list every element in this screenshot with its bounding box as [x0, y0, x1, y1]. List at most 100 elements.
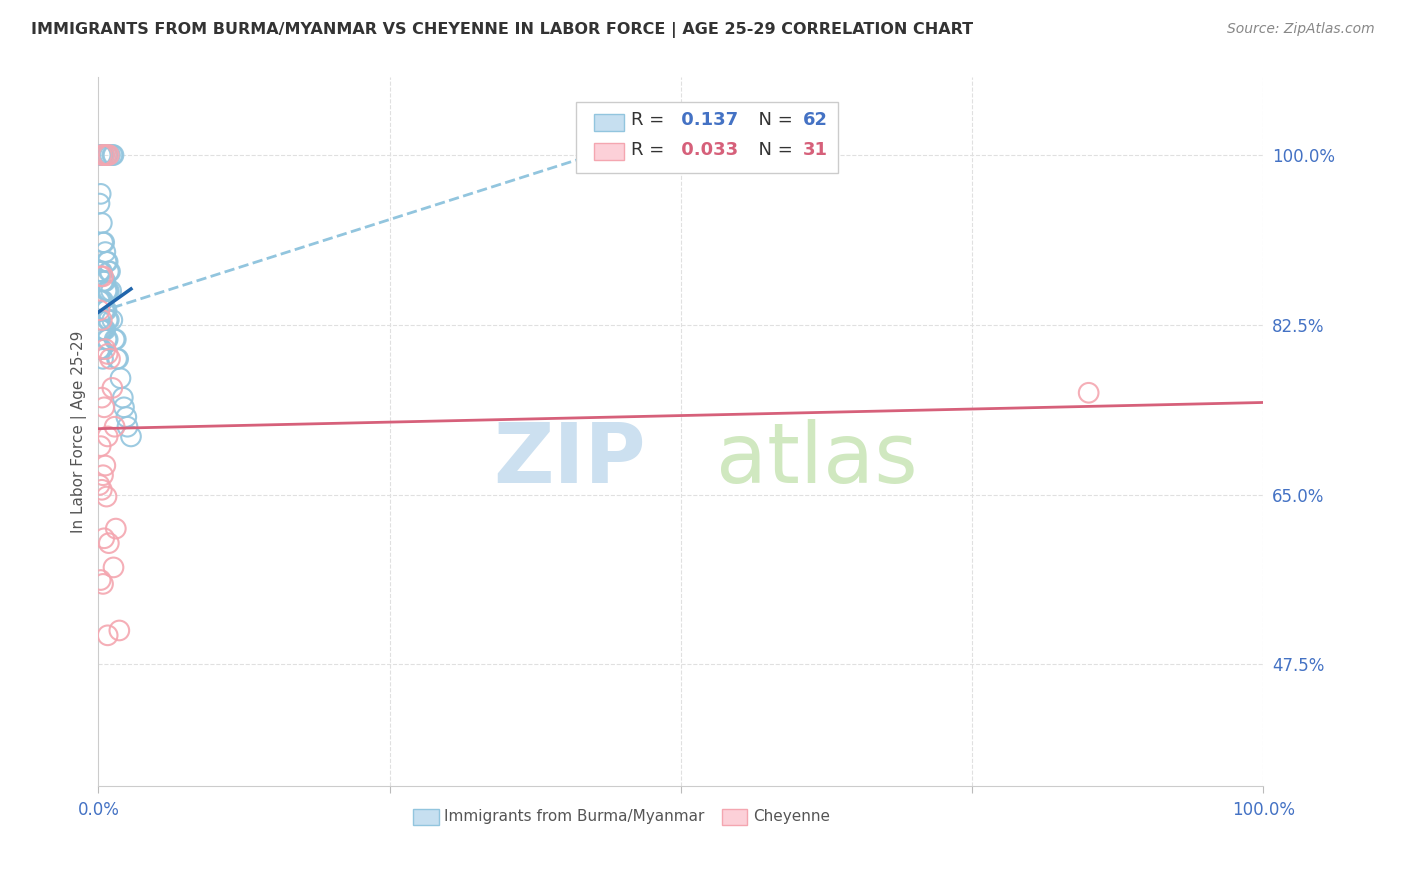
Point	[91, 323, 114, 337]
Point	[91, 235, 114, 250]
Point	[96, 490, 118, 504]
Point	[90, 216, 112, 230]
Point	[91, 274, 114, 288]
Point	[110, 371, 132, 385]
Point	[90, 573, 112, 587]
Point	[101, 313, 124, 327]
Point	[90, 342, 112, 356]
Point	[89, 478, 111, 492]
Point	[97, 313, 120, 327]
Text: atlas: atlas	[716, 419, 918, 500]
Point	[97, 264, 120, 278]
Text: 0.137: 0.137	[675, 112, 738, 129]
Point	[94, 342, 117, 356]
Point	[97, 536, 120, 550]
Point	[117, 419, 139, 434]
Point	[89, 264, 111, 278]
Point	[93, 235, 115, 250]
Point	[94, 245, 117, 260]
Point	[97, 284, 120, 298]
Text: IMMIGRANTS FROM BURMA/MYANMAR VS CHEYENNE IN LABOR FORCE | AGE 25-29 CORRELATION: IMMIGRANTS FROM BURMA/MYANMAR VS CHEYENN…	[31, 22, 973, 38]
Text: N =: N =	[748, 141, 799, 159]
Point	[100, 284, 122, 298]
Point	[91, 293, 114, 308]
Point	[90, 148, 112, 162]
Text: 31: 31	[803, 141, 828, 159]
Point	[91, 468, 114, 483]
Text: 0.033: 0.033	[675, 141, 738, 159]
Point	[94, 274, 117, 288]
Point	[96, 254, 118, 268]
Point	[96, 148, 118, 162]
Point	[105, 351, 128, 366]
Point	[93, 323, 115, 337]
Point	[89, 293, 111, 308]
FancyBboxPatch shape	[721, 809, 748, 825]
Point	[90, 323, 112, 337]
Text: ZIP: ZIP	[494, 419, 645, 500]
Point	[89, 313, 111, 327]
Point	[91, 148, 114, 162]
Point	[90, 293, 112, 308]
Point	[90, 483, 112, 497]
Point	[104, 522, 127, 536]
Text: N =: N =	[748, 112, 799, 129]
Point	[90, 148, 112, 162]
Point	[1077, 385, 1099, 400]
Point	[115, 410, 138, 425]
Point	[91, 269, 114, 284]
Point	[96, 303, 118, 318]
Point	[93, 148, 115, 162]
Point	[90, 313, 112, 327]
Point	[89, 303, 111, 318]
Point	[97, 628, 120, 642]
Point	[90, 293, 112, 308]
Point	[91, 351, 114, 366]
Point	[98, 351, 121, 366]
FancyBboxPatch shape	[593, 143, 624, 160]
Point	[96, 148, 118, 162]
Point	[96, 332, 118, 346]
Point	[101, 381, 124, 395]
Point	[90, 264, 112, 278]
Point	[94, 303, 117, 318]
Point	[89, 196, 111, 211]
FancyBboxPatch shape	[593, 113, 624, 130]
FancyBboxPatch shape	[413, 809, 439, 825]
Point	[97, 347, 120, 361]
Point	[90, 264, 112, 278]
Text: Source: ZipAtlas.com: Source: ZipAtlas.com	[1227, 22, 1375, 37]
Text: Immigrants from Burma/Myanmar: Immigrants from Burma/Myanmar	[444, 809, 704, 824]
Point	[90, 342, 112, 356]
Point	[104, 332, 127, 346]
Point	[104, 419, 127, 434]
Point	[101, 148, 124, 162]
Point	[97, 313, 120, 327]
Point	[90, 269, 112, 284]
Point	[97, 429, 120, 443]
Point	[89, 342, 111, 356]
Point	[94, 458, 117, 473]
Point	[111, 391, 134, 405]
Text: Cheyenne: Cheyenne	[754, 809, 830, 824]
Text: R =: R =	[631, 141, 669, 159]
Point	[90, 148, 112, 162]
Point	[90, 439, 112, 453]
Point	[93, 148, 115, 162]
Text: R =: R =	[631, 112, 669, 129]
Point	[98, 148, 121, 162]
Point	[104, 332, 127, 346]
Point	[107, 351, 129, 366]
Point	[93, 531, 115, 545]
Point	[97, 284, 120, 298]
Point	[98, 264, 121, 278]
Point	[94, 323, 117, 337]
Point	[90, 391, 112, 405]
Y-axis label: In Labor Force | Age 25-29: In Labor Force | Age 25-29	[72, 330, 87, 533]
Point	[108, 624, 131, 638]
Point	[97, 148, 120, 162]
Point	[96, 284, 118, 298]
Point	[103, 148, 125, 162]
Point	[90, 148, 112, 162]
Point	[93, 274, 115, 288]
